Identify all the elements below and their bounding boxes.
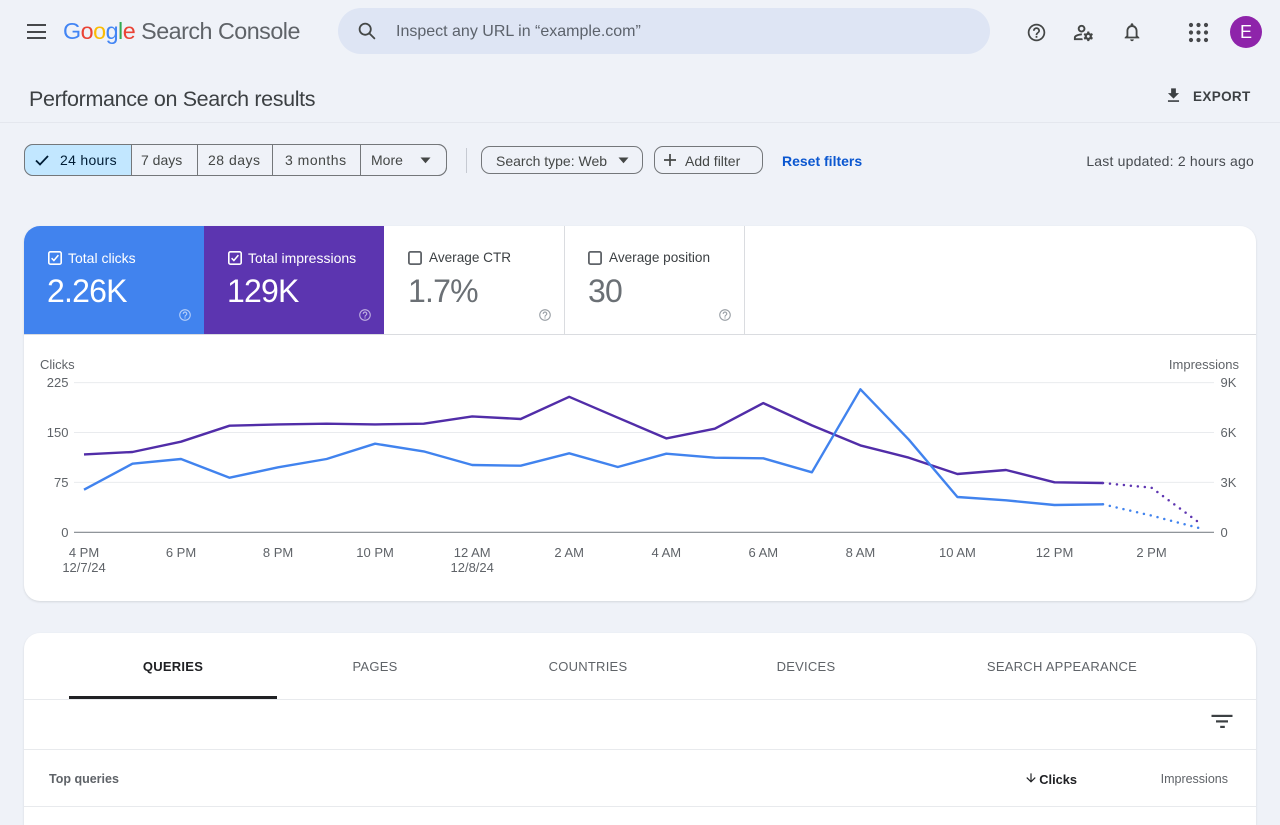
svg-text:0: 0	[1221, 525, 1228, 540]
svg-text:8 PM: 8 PM	[263, 545, 293, 560]
svg-text:6 PM: 6 PM	[166, 545, 196, 560]
svg-text:6 AM: 6 AM	[748, 545, 778, 560]
svg-text:12/8/24: 12/8/24	[451, 560, 494, 575]
svg-text:2 PM: 2 PM	[1136, 545, 1166, 560]
svg-text:6K: 6K	[1221, 425, 1237, 440]
svg-text:8 AM: 8 AM	[846, 545, 876, 560]
svg-text:10 PM: 10 PM	[356, 545, 394, 560]
svg-text:Clicks: Clicks	[40, 357, 75, 372]
svg-text:4 PM: 4 PM	[69, 545, 99, 560]
svg-text:0: 0	[61, 525, 68, 540]
svg-text:12 AM: 12 AM	[454, 545, 491, 560]
svg-text:2 AM: 2 AM	[554, 545, 584, 560]
svg-text:10 AM: 10 AM	[939, 545, 976, 560]
svg-text:225: 225	[47, 375, 69, 390]
svg-text:150: 150	[47, 425, 69, 440]
svg-text:4 AM: 4 AM	[651, 545, 681, 560]
svg-text:Impressions: Impressions	[1169, 357, 1240, 372]
svg-text:12 PM: 12 PM	[1036, 545, 1074, 560]
svg-text:9K: 9K	[1221, 375, 1237, 390]
svg-text:12/7/24: 12/7/24	[62, 560, 105, 575]
svg-text:75: 75	[54, 475, 68, 490]
svg-text:3K: 3K	[1221, 475, 1237, 490]
